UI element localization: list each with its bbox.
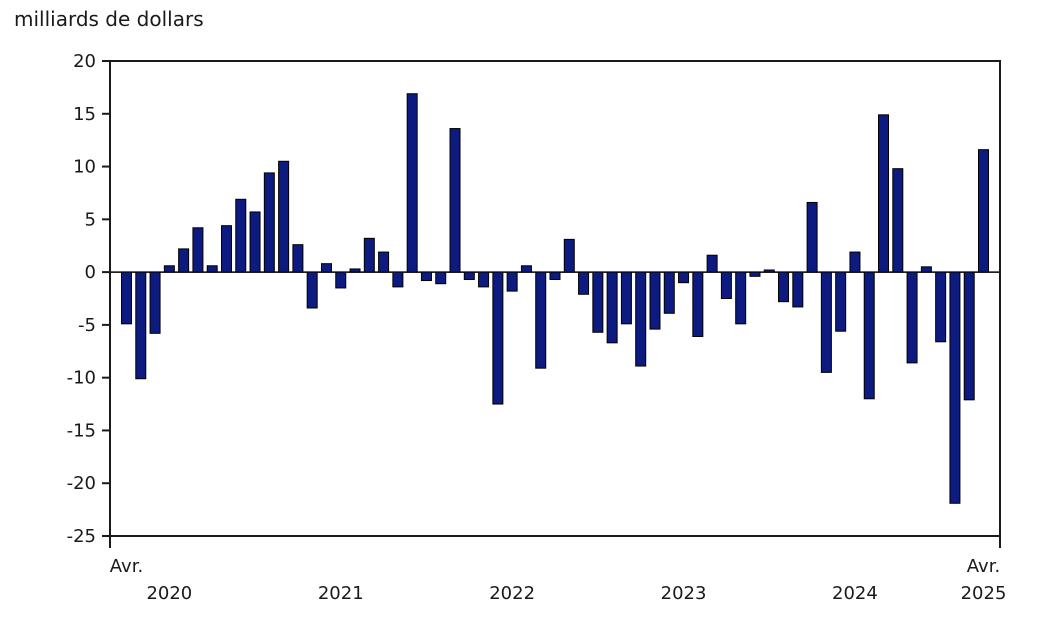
bar-août-2020 (178, 248, 190, 273)
bar-sept-2021 (363, 237, 375, 273)
bar-nov-2020 (220, 225, 232, 273)
bar-juin-2020 (149, 271, 161, 334)
bar-juil-2022 (506, 271, 518, 292)
bar-mars-2021 (278, 160, 290, 273)
bar-oct-2020 (206, 265, 218, 273)
bar-juil-2021 (335, 271, 347, 289)
x-start-month-label: Avr. (110, 556, 143, 577)
bar-août-2022 (520, 265, 532, 273)
bar-août-2024 (863, 271, 875, 400)
bar-janv-2024 (763, 269, 775, 273)
bar-juil-2020 (163, 265, 175, 273)
bar-juin-2021 (320, 263, 332, 273)
bar-févr-2023 (606, 271, 618, 344)
bar-nov-2023 (735, 271, 747, 325)
bar-oct-2023 (720, 271, 732, 299)
bar-janv-2022 (420, 271, 432, 282)
bar-oct-2021 (378, 251, 390, 273)
plot-frame (109, 60, 1001, 537)
bar-mars-2024 (792, 271, 804, 308)
bar-mai-2023 (649, 271, 661, 330)
y-tick-label: 0 (85, 262, 96, 283)
bar-déc-2022 (578, 271, 590, 295)
y-tick-label: 5 (85, 209, 96, 230)
x-year-label-2025: 2025 (961, 583, 1007, 604)
bar-juil-2024 (849, 251, 861, 273)
bar-mai-2024 (820, 271, 832, 373)
bar-déc-2024 (920, 266, 932, 273)
x-year-label-2020: 2020 (146, 583, 192, 604)
bar-avr-2025 (978, 149, 989, 273)
y-tick-label: 20 (73, 51, 96, 72)
bar-nov-2024 (906, 271, 918, 364)
bar-nov-2022 (563, 238, 575, 273)
bar-avr-2022 (463, 271, 475, 280)
bar-déc-2021 (406, 93, 418, 273)
bar-mai-2022 (478, 271, 490, 288)
bar-déc-2023 (749, 271, 761, 277)
bar-avr-2024 (806, 201, 818, 273)
bar-mai-2021 (306, 271, 318, 309)
bar-août-2021 (349, 268, 361, 273)
bar-janv-2023 (592, 271, 604, 333)
bar-sept-2023 (706, 254, 718, 273)
bar-mars-2022 (449, 128, 461, 273)
bar-nov-2021 (392, 271, 404, 288)
x-year-label-2023: 2023 (661, 583, 707, 604)
y-tick-label: -15 (67, 420, 96, 441)
y-tick-label: 10 (73, 157, 96, 178)
y-tick-label: -25 (67, 526, 96, 547)
bar-févr-2022 (435, 271, 447, 285)
bar-févr-2021 (263, 172, 275, 273)
bar-mars-2023 (620, 271, 632, 325)
bar-juin-2024 (835, 271, 847, 332)
x-year-label-2024: 2024 (832, 583, 878, 604)
bar-juin-2022 (492, 271, 504, 405)
bar-avr-2023 (635, 271, 647, 367)
bar-févr-2024 (778, 271, 790, 303)
x-year-label-2021: 2021 (318, 583, 364, 604)
bar-sept-2022 (535, 271, 547, 369)
x-year-label-2022: 2022 (489, 583, 535, 604)
bar-janv-2025 (935, 271, 947, 343)
bar-janv-2021 (249, 211, 261, 273)
bar-juin-2023 (663, 271, 675, 314)
bar-déc-2020 (235, 198, 247, 273)
chart-title: milliards de dollars (14, 7, 204, 31)
bar-avr-2020 (121, 271, 132, 325)
bar-juil-2023 (678, 271, 690, 284)
bar-sept-2024 (878, 114, 890, 273)
bar-avr-2021 (292, 244, 304, 273)
y-tick-label: -5 (78, 315, 96, 336)
x-end-month-label: Avr. (967, 556, 1000, 577)
y-tick-label: 15 (73, 104, 96, 125)
bar-sept-2020 (192, 227, 204, 273)
y-tick-label: -20 (67, 473, 96, 494)
bar-oct-2024 (892, 168, 904, 273)
bar-août-2023 (692, 271, 704, 337)
y-tick-label: -10 (67, 368, 96, 389)
bar-oct-2022 (549, 271, 561, 280)
bar-mai-2020 (135, 271, 147, 380)
bar-févr-2025 (949, 271, 961, 504)
bar-mars-2025 (963, 271, 975, 401)
